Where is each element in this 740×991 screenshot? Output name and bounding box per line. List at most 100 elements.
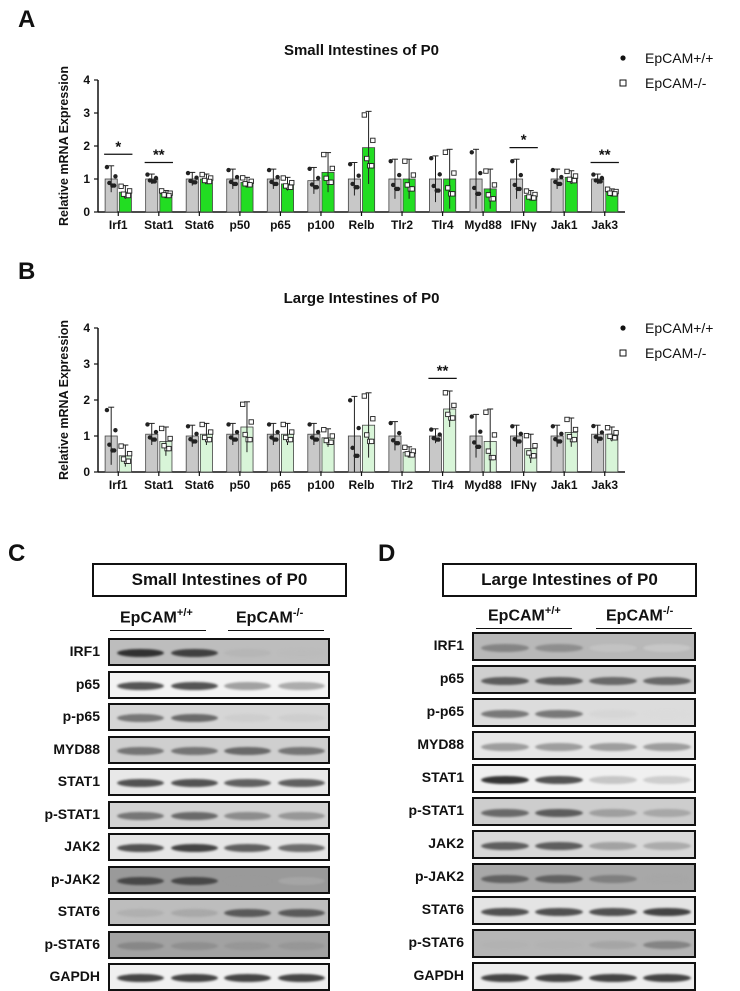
blot-band <box>170 811 218 820</box>
data-point-ko <box>450 191 456 197</box>
blot-band <box>535 973 583 982</box>
bar-chart-small-intestine: Small Intestines of P0 Relative mRNA Expr… <box>57 42 713 232</box>
y-tick-label: 1 <box>83 172 90 186</box>
legend-label-wt: EpCAM+/+ <box>645 50 713 66</box>
blot-band <box>643 940 691 949</box>
data-point-wt <box>185 424 191 429</box>
data-point-ko <box>161 192 167 198</box>
data-point-wt <box>314 185 320 190</box>
data-point-wt <box>559 431 564 437</box>
legend-label-ko: EpCAM-/- <box>645 75 707 91</box>
data-point-ko <box>242 181 248 187</box>
data-point-ko <box>161 443 167 449</box>
data-point-wt <box>233 437 239 442</box>
blot-band <box>224 649 272 657</box>
legend-label-ko: EpCAM-/- <box>645 345 707 361</box>
data-point-ko <box>566 434 573 440</box>
blot-band <box>170 746 218 755</box>
data-point-ko <box>283 183 289 189</box>
data-point-wt <box>274 437 279 442</box>
blot-row-label: JAK2 <box>64 838 100 854</box>
data-point-wt <box>193 180 198 185</box>
x-tick-label: Jak3 <box>591 478 618 492</box>
data-point-ko <box>485 192 492 198</box>
blot-band <box>535 907 583 916</box>
data-point-wt <box>145 172 150 177</box>
data-point-ko <box>404 451 410 457</box>
significance-label: * <box>115 138 121 155</box>
data-point-wt <box>112 448 117 453</box>
blot-lane-box <box>108 865 330 894</box>
blot-band <box>117 714 165 722</box>
blot-band <box>481 808 529 817</box>
data-point-wt <box>518 431 524 437</box>
blot-band <box>277 844 325 852</box>
blot-band <box>535 709 583 718</box>
blot-lane-box <box>472 632 696 661</box>
blot-band <box>643 841 691 850</box>
data-point-wt <box>266 167 272 173</box>
x-tick-label: Irf1 <box>109 218 128 232</box>
data-point-wt <box>557 181 563 187</box>
x-tick-label: IFNγ <box>511 478 537 492</box>
blot-row-label: GAPDH <box>413 967 464 983</box>
y-tick-label: 0 <box>83 465 90 479</box>
blot-band <box>535 742 583 751</box>
panel-letter-a: A <box>18 6 36 33</box>
data-point-ko <box>485 448 492 454</box>
group-ko-base: EpCAM <box>236 609 293 627</box>
blot-band <box>277 811 325 820</box>
y-tick-label: 0 <box>83 205 90 219</box>
data-point-wt <box>591 172 596 177</box>
group-line-ko <box>596 628 692 629</box>
blot-band <box>117 779 165 787</box>
blot-band <box>224 876 272 885</box>
data-point-ko <box>613 430 619 436</box>
data-point-ko <box>289 429 295 435</box>
blot-band <box>117 649 165 657</box>
data-point-ko <box>323 175 329 181</box>
data-point-wt <box>517 186 522 192</box>
blot-lane-box <box>108 768 330 796</box>
significance-label: ** <box>153 147 165 164</box>
data-point-ko <box>445 185 451 191</box>
blot-row-label: p-p65 <box>62 708 100 724</box>
blot-row-label: IRF1 <box>69 643 100 659</box>
blot-row-label: MYD88 <box>53 740 100 757</box>
blot-lane-box <box>472 896 696 925</box>
blot-band <box>643 742 691 751</box>
data-point-ko <box>201 177 208 184</box>
y-tick-label: 2 <box>83 393 90 407</box>
y-tick-label: 4 <box>83 73 90 87</box>
data-point-ko <box>523 432 530 439</box>
y-axis-label: Relative mRNA Expression <box>57 66 71 226</box>
data-point-wt <box>390 438 396 443</box>
data-point-ko <box>364 432 370 438</box>
data-point-wt <box>550 167 556 173</box>
data-point-wt <box>107 442 112 447</box>
data-point-wt <box>356 425 361 431</box>
blot-band <box>224 909 272 917</box>
chart-title: Large Intestines of P0 <box>284 290 440 307</box>
blot-band <box>535 874 583 883</box>
blot-band <box>589 973 637 982</box>
y-tick-label: 1 <box>83 429 90 443</box>
data-point-wt <box>397 172 402 178</box>
blot-band <box>535 643 583 652</box>
group-ko-sup: -/- <box>662 605 674 617</box>
x-tick-label: p100 <box>307 478 335 492</box>
data-point-wt <box>356 173 361 178</box>
data-point-wt <box>315 429 321 435</box>
data-point-wt <box>510 424 515 429</box>
blot-lane-box <box>472 731 696 760</box>
data-point-ko <box>483 168 489 174</box>
x-tick-label: Irf1 <box>109 478 128 492</box>
blot-lane-box <box>472 665 696 694</box>
group-line-ko <box>228 630 324 631</box>
significance-label: ** <box>437 362 449 379</box>
data-point-ko <box>329 165 335 172</box>
data-point-wt <box>147 435 153 440</box>
x-tick-label: p100 <box>307 218 335 232</box>
blot-band <box>117 909 165 917</box>
blot-lane-box <box>108 703 330 731</box>
